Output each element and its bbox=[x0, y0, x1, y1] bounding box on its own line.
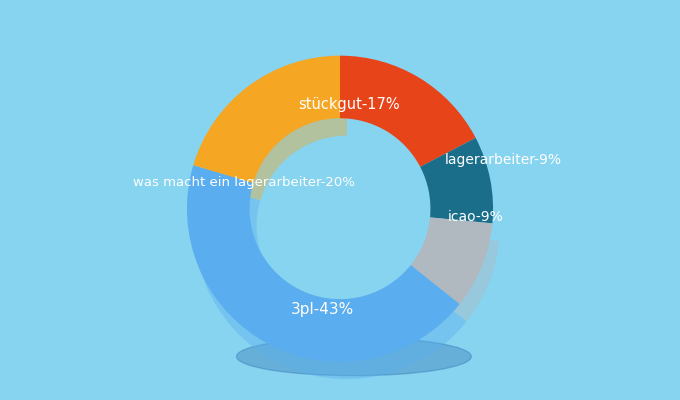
Wedge shape bbox=[194, 182, 466, 379]
Wedge shape bbox=[411, 217, 492, 304]
Text: 3pl-43%: 3pl-43% bbox=[291, 302, 354, 317]
Wedge shape bbox=[340, 56, 476, 167]
Wedge shape bbox=[187, 165, 460, 362]
Wedge shape bbox=[418, 235, 499, 322]
Wedge shape bbox=[420, 138, 493, 223]
Wedge shape bbox=[193, 56, 340, 183]
Wedge shape bbox=[200, 73, 347, 200]
Text: stückgut-17%: stückgut-17% bbox=[298, 97, 400, 112]
Ellipse shape bbox=[237, 337, 471, 376]
Text: was macht ein lagerarbeiter-20%: was macht ein lagerarbeiter-20% bbox=[133, 176, 355, 189]
Text: icao-9%: icao-9% bbox=[448, 210, 504, 224]
Text: lagerarbeiter-9%: lagerarbeiter-9% bbox=[444, 153, 562, 167]
